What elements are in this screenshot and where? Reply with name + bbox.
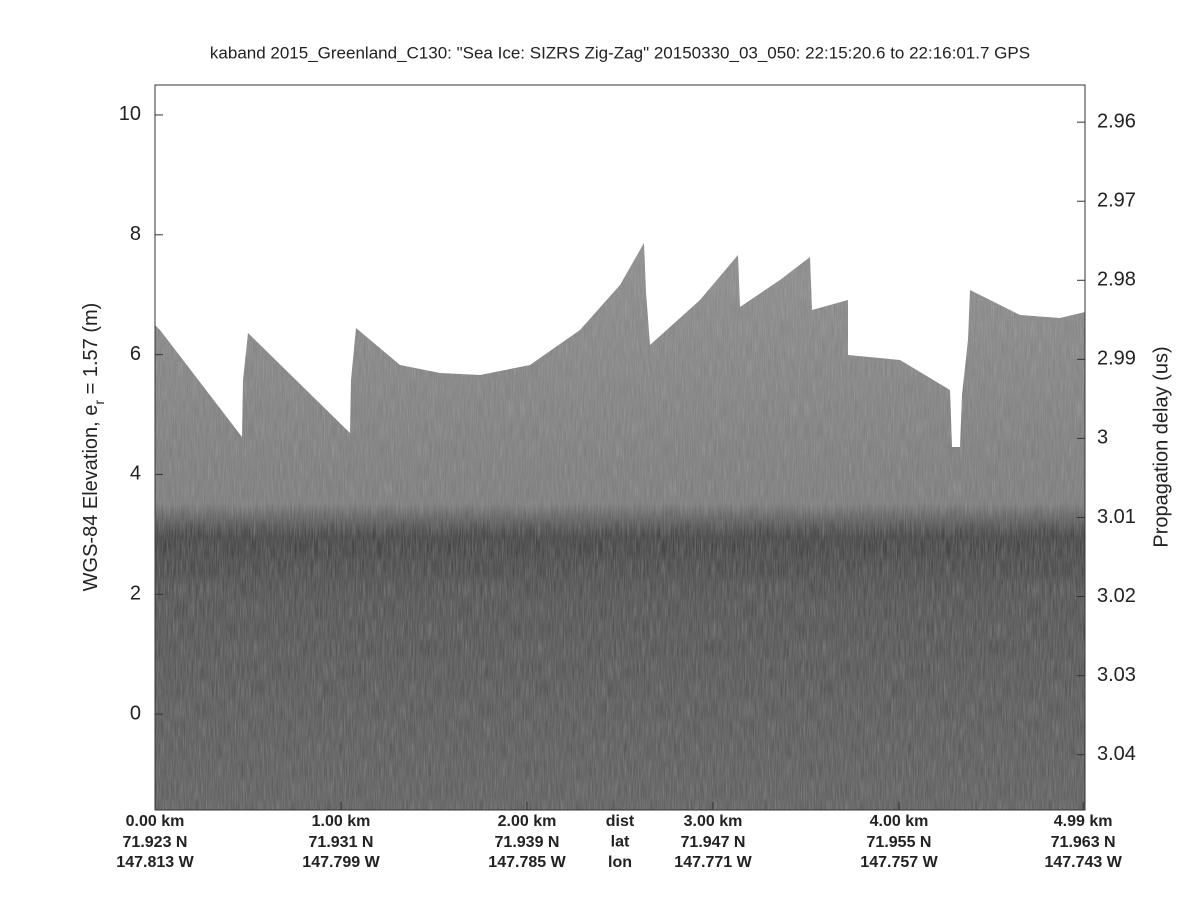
y2-tick-label: 3.01: [1097, 506, 1136, 528]
y-tick-label: 8: [130, 223, 141, 245]
y-label-subscript: r: [91, 400, 107, 405]
x-tick-label: 4.99 km: [1054, 813, 1113, 830]
plot-frame: [154, 84, 1086, 811]
y2-tick-label: 2.99: [1097, 348, 1136, 370]
lon-label: 147.771 W: [674, 854, 752, 871]
y2-tick-label: 2.96: [1097, 110, 1136, 132]
lat-label: 71.931 N: [309, 834, 374, 851]
x-tick-label: 1.00 km: [312, 813, 371, 830]
y2-tick-label: 2.97: [1097, 190, 1136, 212]
x-tick-label: 3.00 km: [684, 813, 743, 830]
row-label: dist: [606, 813, 635, 830]
y-axis-label: WGS-84 Elevation, er = 1.57 (m): [80, 303, 106, 592]
x-tick-label: 4.00 km: [870, 813, 929, 830]
lon-label: 147.785 W: [488, 854, 566, 871]
chart-title: kaband 2015_Greenland_C130: "Sea Ice: SI…: [210, 43, 1030, 62]
y2-tick-label: 3.04: [1097, 743, 1136, 765]
lat-label: 71.955 N: [867, 834, 932, 851]
y2-tick-label: 2.98: [1097, 269, 1136, 291]
row-label: lat: [611, 834, 630, 851]
y2-tick-label: 3: [1097, 427, 1108, 449]
y-tick-label: 6: [130, 343, 141, 365]
lat-label: 71.923 N: [123, 834, 188, 851]
lat-label: 71.947 N: [681, 834, 746, 851]
y2-tick-label: 3.03: [1097, 664, 1136, 686]
lon-label: 147.743 W: [1044, 854, 1122, 871]
y-tick-label: 10: [119, 103, 141, 125]
y-tick-label: 2: [130, 583, 141, 605]
y2-axis-label: Propagation delay (us): [1150, 346, 1172, 547]
y-label-text: WGS-84 Elevation, e: [80, 405, 102, 592]
lon-label: 147.799 W: [302, 854, 380, 871]
y-tick-label: 4: [130, 463, 141, 485]
lon-label: 147.813 W: [116, 854, 194, 871]
y2-tick-label: 3.02: [1097, 585, 1136, 607]
y-tick-label: 0: [130, 702, 141, 724]
lon-label: 147.757 W: [860, 854, 938, 871]
lat-label: 71.939 N: [495, 834, 560, 851]
x-tick-label: 0.00 km: [126, 813, 185, 830]
row-label: lon: [608, 854, 632, 871]
lat-label: 71.963 N: [1051, 834, 1116, 851]
y-label-after: = 1.57 (m): [80, 303, 102, 400]
x-tick-label: 2.00 km: [498, 813, 557, 830]
echogram-image: [155, 243, 1085, 810]
